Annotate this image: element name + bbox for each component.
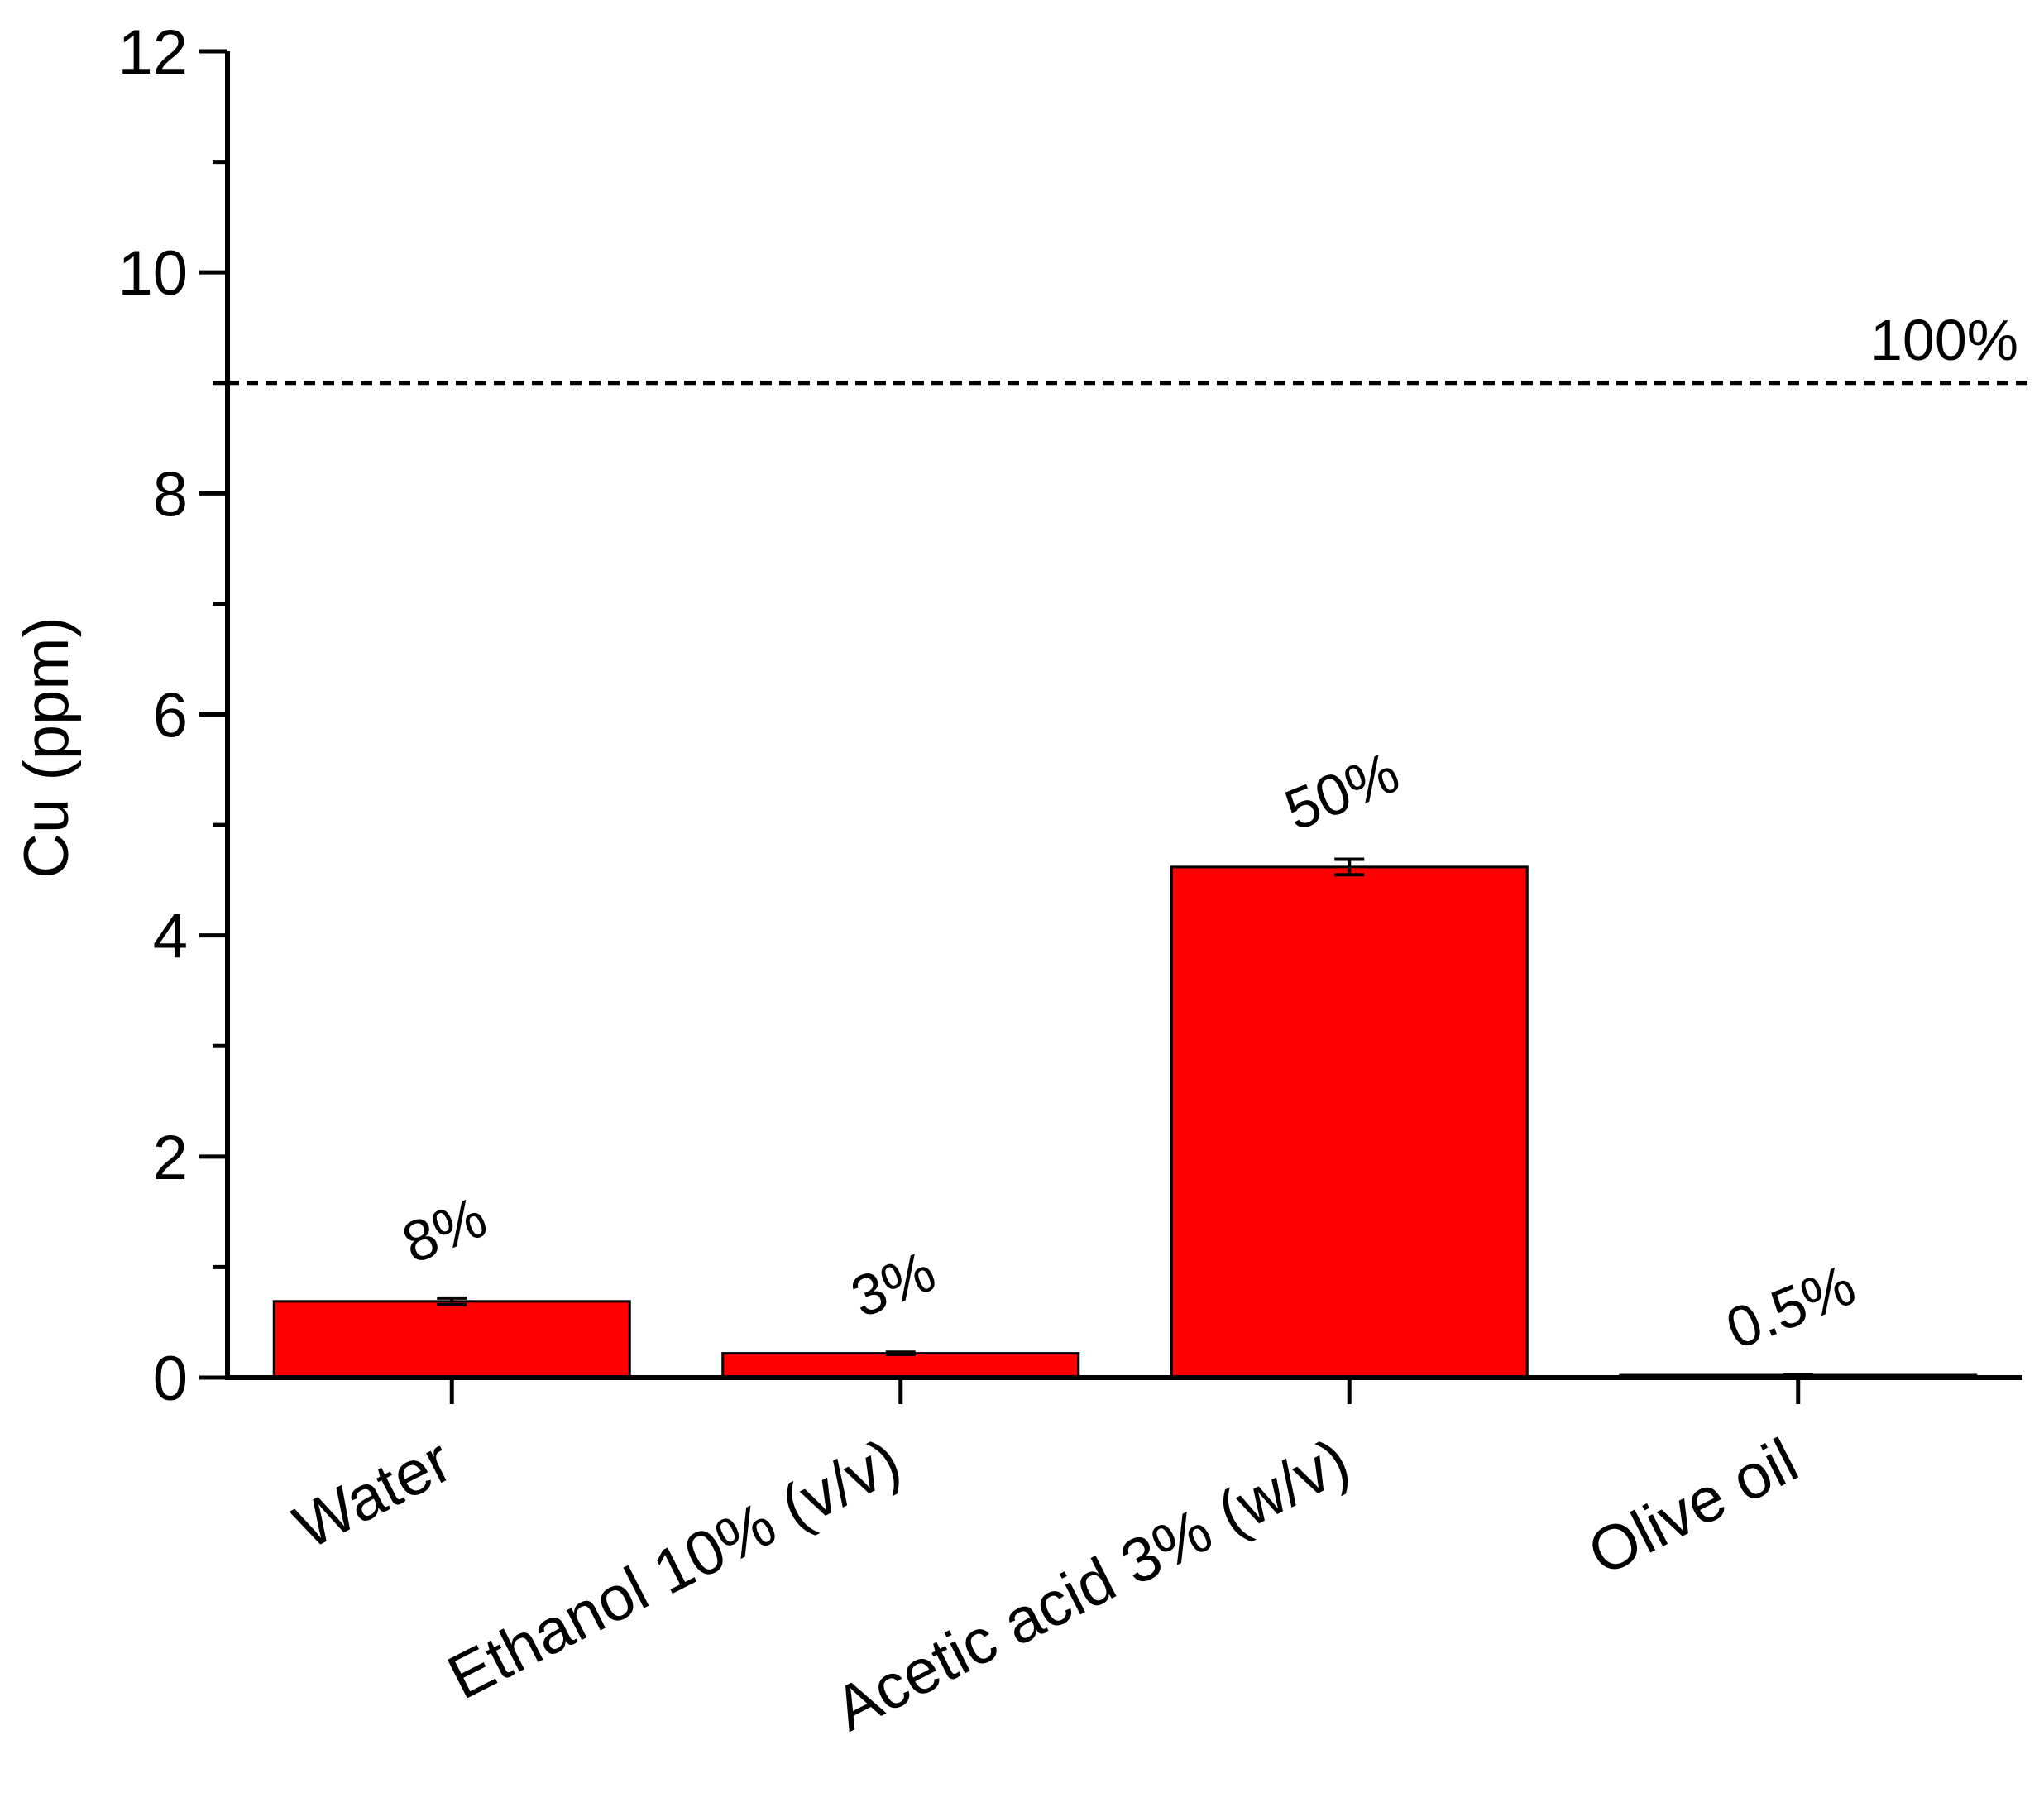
x-ticks-layer: [449, 1378, 1801, 1404]
y-axis-title: Cu (ppm): [12, 616, 82, 879]
error-bars-layer: [437, 857, 1813, 1378]
reference-line-layer: 100%: [227, 308, 2035, 386]
bar-percent-label: 50%: [1276, 740, 1408, 843]
axes-layer: [225, 51, 2022, 1380]
bar-percent-label: 8%: [394, 1184, 495, 1275]
x-tick-label: Water: [283, 1425, 462, 1562]
y-tick-label: 4: [153, 902, 188, 972]
bar-percent-label: 0.5%: [1717, 1252, 1864, 1361]
bar-labels-layer: Water 8% Ethanol 10% (v/v) 3% Acetic acid 3%…: [283, 740, 1864, 1745]
y-ticks-layer: 0 2 4 6 8 10 12: [117, 17, 227, 1414]
bar: [272, 1300, 631, 1379]
y-tick-label: 8: [153, 459, 188, 530]
y-tick-label: 6: [153, 681, 188, 751]
y-tick-label: 12: [117, 17, 188, 88]
reference-line-label: 100%: [1870, 308, 2018, 372]
x-tick-label: Ethanol 10% (v/v): [437, 1425, 911, 1713]
bar-percent-label: 3%: [842, 1239, 944, 1330]
x-tick-label: Acetic acid 3% (w/v): [824, 1425, 1360, 1744]
y-tick-label: 2: [153, 1123, 188, 1193]
y-tick-label: 0: [153, 1344, 188, 1414]
y-tick-label: 10: [117, 238, 188, 309]
x-tick-label: Olive oil: [1577, 1425, 1808, 1589]
bar: [1170, 865, 1529, 1379]
bar: [721, 1352, 1080, 1379]
